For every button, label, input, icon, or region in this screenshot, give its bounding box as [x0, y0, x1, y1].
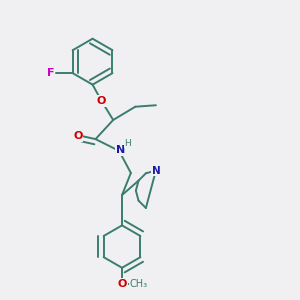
- Text: N: N: [152, 166, 160, 176]
- Text: N: N: [116, 145, 125, 155]
- Text: CH₃: CH₃: [129, 279, 147, 289]
- Text: O: O: [97, 96, 106, 106]
- Text: F: F: [47, 68, 54, 78]
- Text: O: O: [117, 279, 127, 289]
- Text: O: O: [73, 131, 83, 141]
- Text: H: H: [124, 139, 131, 148]
